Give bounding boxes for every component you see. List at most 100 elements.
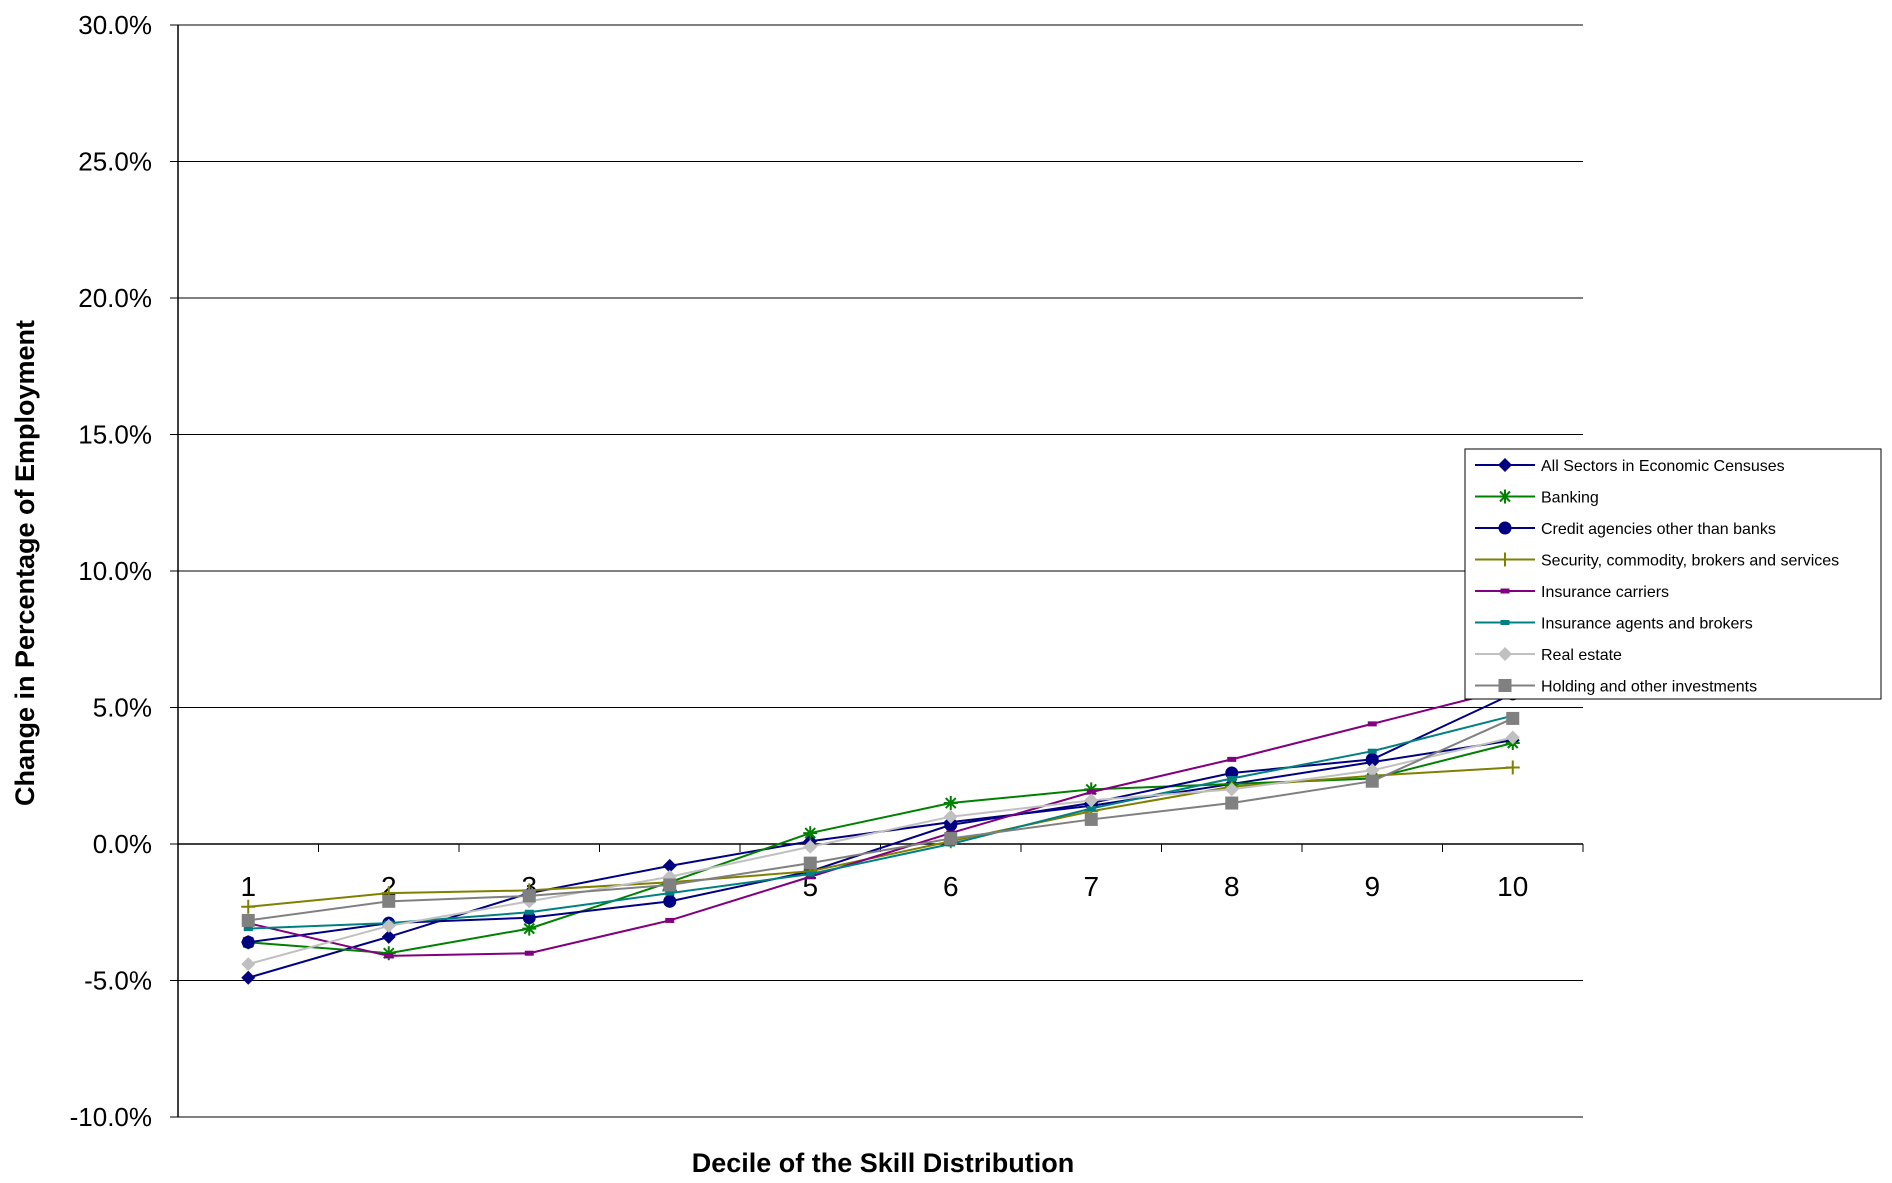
data-point [524, 909, 534, 915]
data-point [1367, 748, 1377, 754]
series-line [247, 736, 1513, 966]
legend-marker [1498, 521, 1512, 535]
legend-entry: Holding and other investments [1475, 679, 1757, 696]
data-point [1505, 760, 1520, 775]
legend-marker [1498, 552, 1512, 567]
legend-label: Insurance carriers [1541, 584, 1669, 601]
legend-marker [1498, 679, 1512, 692]
data-point [1506, 711, 1520, 725]
series-line [248, 714, 1513, 930]
legend: All Sectors in Economic Censuses Banking C… [1464, 448, 1882, 700]
legend-label: Real estate [1541, 647, 1622, 664]
legend-label: Holding and other investments [1541, 679, 1757, 696]
data-point [1086, 806, 1096, 812]
data-point [803, 826, 818, 841]
data-point [662, 858, 677, 873]
data-point [1227, 756, 1237, 762]
y-tick-label: 0.0% [93, 829, 152, 859]
legend-label: Insurance agents and brokers [1541, 616, 1753, 633]
series-lines [241, 685, 1520, 985]
data-point [1367, 721, 1377, 727]
y-tick-label: 20.0% [78, 283, 152, 313]
legend-marker [1500, 620, 1510, 625]
data-point [805, 874, 815, 880]
data-point [1227, 775, 1237, 781]
data-point [522, 889, 536, 903]
legend-entry: Insurance agents and brokers [1475, 616, 1753, 633]
data-point [665, 917, 675, 923]
x-tick-label: 9 [1364, 871, 1380, 902]
data-point [803, 839, 818, 854]
legend-marker [1498, 458, 1512, 472]
x-tick-label: 8 [1224, 871, 1240, 902]
data-point [665, 890, 675, 896]
data-point [1365, 752, 1379, 766]
y-axis-title: Change in Percentage of Employment [10, 320, 40, 806]
series-line [248, 717, 1514, 922]
legend-entry: Insurance carriers [1475, 584, 1669, 601]
data-point [381, 918, 396, 933]
data-point [384, 953, 394, 959]
x-tick-label: 1 [240, 871, 256, 902]
data-point [944, 818, 958, 832]
y-tick-label: 10.0% [78, 556, 152, 586]
data-point [944, 832, 958, 846]
legend-entry: Banking [1475, 489, 1599, 507]
data-point [1225, 796, 1239, 810]
data-point [663, 878, 677, 892]
data-point [1086, 789, 1096, 795]
x-tick-label: 6 [943, 871, 959, 902]
legend-entry: All Sectors in Economic Censuses [1475, 458, 1785, 475]
data-point [381, 929, 396, 944]
legend-box [1464, 448, 1882, 700]
data-point [1084, 782, 1099, 797]
data-point [1084, 812, 1098, 826]
y-tick-label: -5.0% [84, 966, 152, 996]
data-point [241, 899, 256, 914]
data-point [241, 935, 255, 949]
data-point [241, 913, 255, 927]
legend-entry: Security, commodity, brokers and service… [1475, 552, 1839, 570]
series-line [248, 766, 1513, 908]
y-tick-label: 30.0% [78, 10, 152, 40]
data-point [241, 957, 256, 972]
data-point [524, 950, 534, 956]
y-tick-label: -10.0% [70, 1102, 152, 1132]
data-point [241, 970, 256, 985]
y-tick-label: 25.0% [78, 147, 152, 177]
series-line [248, 692, 1514, 944]
legend-entry: Credit agencies other than banks [1475, 521, 1776, 538]
y-axis-ticks: 30.0% 25.0% 20.0% 15.0% 10.0% 5.0% 0.0% -5.0% -1… [70, 10, 178, 1132]
series-line [248, 687, 1513, 957]
data-point [1084, 793, 1099, 808]
series-group [241, 760, 1520, 914]
data-point [663, 894, 677, 908]
legend-marker [1498, 489, 1512, 504]
series-group [241, 711, 1520, 927]
data-point [1224, 782, 1239, 797]
legend-entry: Real estate [1475, 647, 1622, 664]
legend-label: Credit agencies other than banks [1541, 521, 1776, 538]
data-point [805, 871, 815, 877]
x-tick-label: 10 [1497, 871, 1528, 902]
data-point [803, 856, 817, 870]
series-group [243, 713, 1518, 932]
data-point [522, 921, 537, 936]
data-point [1365, 763, 1380, 778]
data-point [943, 809, 958, 824]
data-point [1505, 730, 1520, 745]
x-tick-label: 7 [1083, 871, 1099, 902]
data-point [381, 946, 396, 961]
data-point [1365, 774, 1379, 788]
y-tick-label: 15.0% [78, 420, 152, 450]
data-point [243, 926, 253, 932]
legend-label: Banking [1541, 490, 1599, 507]
legend-label: All Sectors in Economic Censuses [1541, 458, 1785, 475]
legend-marker [1498, 647, 1512, 661]
x-axis-ticks: 12345678910 [177, 844, 1584, 902]
x-axis-title: Decile of the Skill Distribution [692, 1148, 1075, 1178]
legend-label: Security, commodity, brokers and service… [1541, 553, 1839, 570]
data-point [943, 796, 958, 811]
data-point [382, 894, 396, 908]
